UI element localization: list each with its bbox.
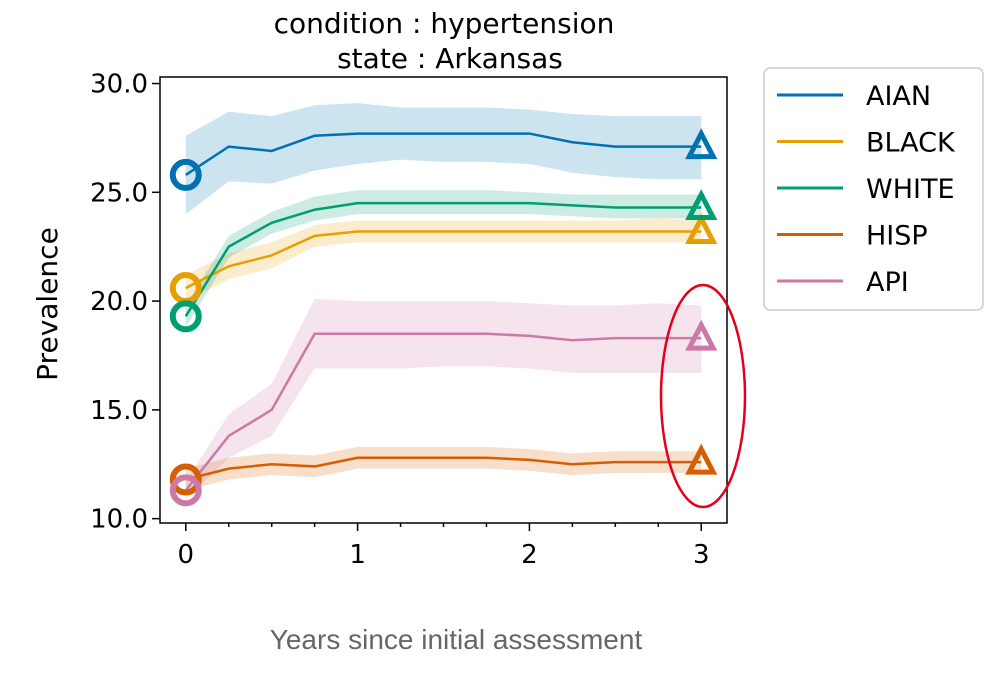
y-tick-label: 25.0 bbox=[90, 178, 148, 208]
end-marker-white bbox=[685, 189, 718, 221]
chart-title-line-1: condition : hypertension bbox=[274, 7, 615, 40]
start-marker-aian bbox=[169, 158, 202, 191]
line-aian bbox=[185, 132, 702, 176]
legend-label-hisp: HISP bbox=[866, 221, 928, 252]
line-black bbox=[185, 230, 702, 290]
legend: AIAN BLACK WHITE HISP API bbox=[763, 67, 984, 311]
legend-frame bbox=[763, 67, 984, 311]
endpoint-markers bbox=[169, 128, 718, 507]
end-marker-aian bbox=[685, 128, 718, 160]
band-api bbox=[185, 298, 702, 500]
y-tick-label: 15.0 bbox=[90, 396, 148, 426]
x-tick-label: 2 bbox=[521, 540, 538, 570]
y-tick-label: 10.0 bbox=[90, 505, 148, 535]
series-lines bbox=[184, 132, 702, 492]
chart-title-line-2: state : Arkansas bbox=[337, 42, 563, 75]
x-tick-label: 1 bbox=[349, 540, 366, 570]
y-tick-label: 20.0 bbox=[90, 287, 148, 317]
x-axis-label: Years since initial assessment bbox=[269, 624, 643, 655]
end-marker-black bbox=[685, 213, 718, 244]
start-marker-api bbox=[169, 474, 202, 507]
line-api bbox=[184, 332, 702, 492]
legend-label-aian: AIAN bbox=[866, 81, 931, 112]
band-aian bbox=[185, 103, 702, 215]
confidence-bands bbox=[185, 103, 702, 500]
x-axis: 0 1 2 3 bbox=[177, 523, 710, 570]
band-hisp bbox=[185, 446, 702, 491]
y-axis-label: Prevalence bbox=[31, 227, 64, 381]
band-black bbox=[185, 218, 702, 302]
x-tick-label: 3 bbox=[693, 540, 710, 570]
highlight-ellipse-annotation bbox=[659, 283, 747, 509]
start-marker-hisp bbox=[169, 463, 202, 496]
legend-label-api: API bbox=[866, 267, 909, 298]
x-tick-label: 0 bbox=[177, 540, 194, 570]
line-hisp bbox=[185, 456, 702, 481]
legend-label-black: BLACK bbox=[866, 128, 956, 159]
end-marker-api bbox=[685, 319, 718, 351]
legend-label-white: WHITE bbox=[866, 174, 955, 205]
band-white bbox=[185, 190, 702, 328]
line-white bbox=[184, 201, 702, 317]
start-marker-white bbox=[169, 300, 202, 333]
y-tick-label: 30.0 bbox=[90, 70, 148, 100]
end-marker-hisp bbox=[685, 443, 718, 475]
y-axis: 10.0 15.0 20.0 25.0 30.0 bbox=[90, 70, 160, 535]
